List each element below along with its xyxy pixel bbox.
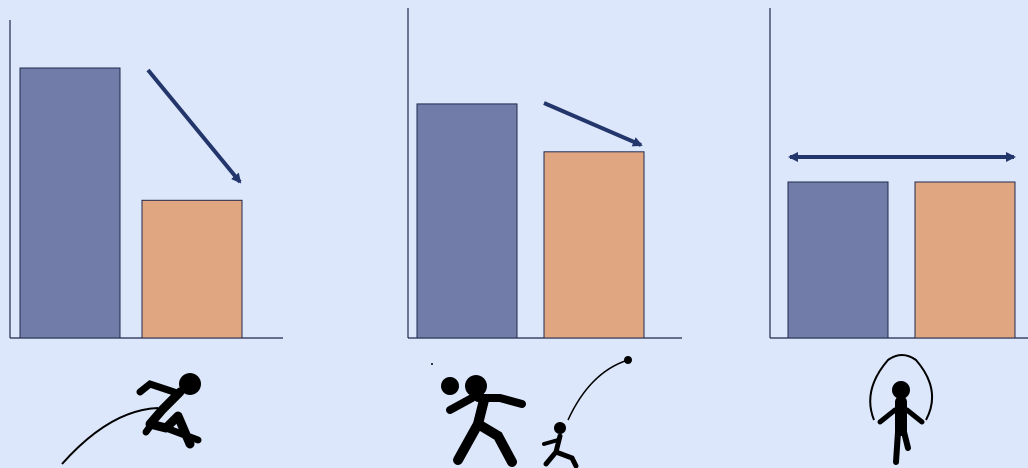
trend-arrow-1: [146, 68, 242, 184]
shot-put-icon: [431, 356, 632, 468]
bar-2-2: [543, 151, 645, 339]
bar-3-2: [914, 181, 1016, 339]
bar-3-1: [787, 181, 889, 339]
bar-1-2: [141, 199, 243, 339]
trend-arrow-2: [543, 101, 643, 147]
jump-rope-icon: [869, 354, 933, 465]
bar-1-1: [19, 67, 121, 339]
long-jump-icon: [61, 373, 202, 465]
bar-2-1: [416, 103, 518, 339]
